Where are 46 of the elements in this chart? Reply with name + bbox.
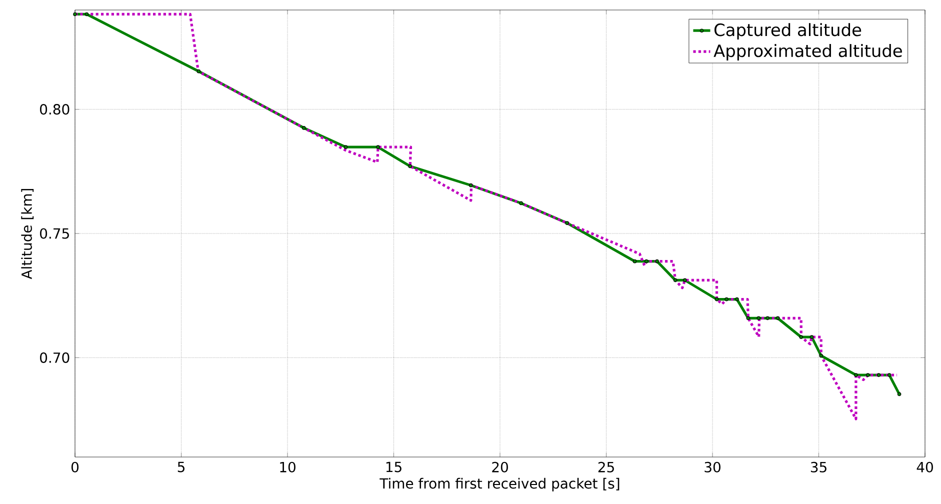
point <box>799 335 804 339</box>
point <box>714 297 719 302</box>
point <box>344 145 348 149</box>
point <box>655 259 659 264</box>
point <box>376 145 380 149</box>
point <box>866 373 870 377</box>
point <box>876 373 881 377</box>
point <box>196 69 201 74</box>
y-tick-label: 0.70 <box>40 352 70 363</box>
point <box>810 335 814 339</box>
point <box>519 201 523 206</box>
x-tick-label: 5 <box>178 462 184 472</box>
x-tick-label: 15 <box>386 462 402 472</box>
legend-label: Captured altitude <box>714 23 862 40</box>
point <box>746 316 750 320</box>
x-axis-title: Time from first received packet [s] <box>380 478 620 492</box>
point <box>673 278 678 282</box>
legend-label: Approximated altitude <box>714 44 902 60</box>
point <box>644 259 648 264</box>
point <box>897 392 902 396</box>
x-tick-label: 35 <box>810 462 826 472</box>
point <box>565 221 570 225</box>
point <box>776 316 780 320</box>
point <box>468 183 473 188</box>
point <box>302 126 306 130</box>
y-tick-label: 0.75 <box>40 228 69 239</box>
point <box>632 259 637 264</box>
x-tick-label: 40 <box>916 462 933 472</box>
x-tick-label: 30 <box>704 462 720 472</box>
point <box>408 164 412 168</box>
point <box>766 316 770 320</box>
y-axis-title: Altitude [km] <box>21 188 34 280</box>
point <box>819 354 823 358</box>
x-tick-label: 10 <box>280 462 296 472</box>
point <box>84 12 89 16</box>
point <box>887 373 892 377</box>
x-tick-label: 25 <box>598 462 614 472</box>
y-tick-label: 0.80 <box>40 104 70 115</box>
point <box>854 373 858 377</box>
point <box>73 12 77 16</box>
point <box>735 297 739 302</box>
point <box>682 278 687 282</box>
point <box>756 316 761 320</box>
point <box>724 297 728 302</box>
x-tick-label: 0 <box>71 462 79 472</box>
x-tick-label: 20 <box>492 462 508 472</box>
